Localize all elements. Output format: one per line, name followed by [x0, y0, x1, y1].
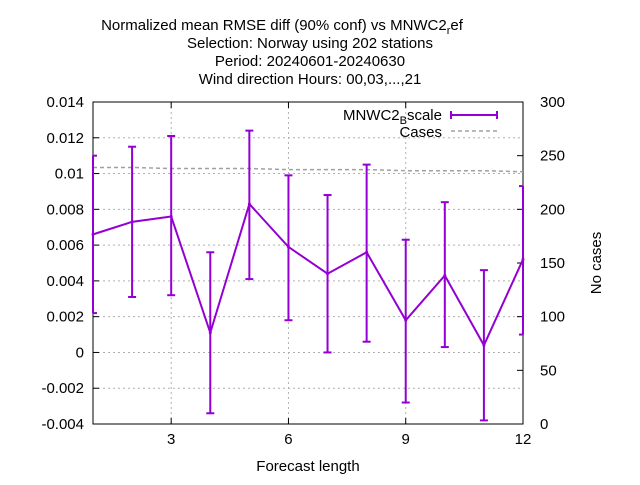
y-tick-label: 0.004: [46, 273, 84, 290]
axis-ticks: 3 6 9 12 0.014 0.012 0.01 0.008 0.006 0.004 0.002 0…: [41, 94, 565, 448]
legend-label-mnwc2: MNWC2Bscale: [343, 107, 442, 127]
y-tick-label: 0.002: [46, 309, 84, 326]
data-point: [91, 232, 95, 236]
data-point: [247, 202, 251, 206]
data-point: [521, 257, 525, 261]
data-point: [482, 343, 486, 347]
plot-frame: [92, 101, 524, 425]
y-tick-label: 0.014: [46, 94, 84, 111]
y-tick-label: -0.002: [41, 380, 84, 397]
data-point: [286, 245, 290, 249]
data-point: [169, 214, 173, 218]
y2-tick-label: 150: [540, 255, 565, 272]
x-tick-label: 6: [284, 431, 292, 448]
y2-tick-label: 300: [540, 94, 565, 111]
y2-tick-label: 0: [540, 416, 548, 433]
data-point: [404, 318, 408, 322]
title-line-1: Normalized mean RMSE diff (90% conf) vs …: [101, 17, 464, 37]
y-tick-label: 0.008: [46, 201, 84, 218]
mnwc2-line: [92, 201, 524, 348]
y-tick-label: -0.004: [41, 416, 84, 433]
y2-tick-label: 100: [540, 309, 565, 326]
mnwc2-series: [91, 201, 525, 348]
legend-label-cases: Cases: [399, 124, 442, 141]
cases-line: [93, 166, 524, 173]
data-point: [326, 272, 330, 276]
data-point: [208, 331, 212, 335]
title-line-4: Wind direction Hours: 00,03,...,21: [199, 71, 422, 88]
y2-tick-label: 200: [540, 201, 565, 218]
chart-title: Normalized mean RMSE diff (90% conf) vs …: [101, 17, 464, 88]
title-line-2: Selection: Norway using 202 stations: [187, 35, 433, 52]
data-point: [130, 220, 134, 224]
x-tick-label: 9: [402, 431, 410, 448]
y2-tick-label: 250: [540, 148, 565, 165]
y-tick-label: 0.01: [55, 166, 84, 183]
y-tick-label: 0.012: [46, 130, 84, 147]
y2-axis-label: No cases: [588, 232, 605, 295]
data-point: [443, 274, 447, 278]
grid-lines: [93, 102, 523, 424]
legend: MNWC2Bscale Cases: [343, 107, 498, 141]
y-tick-label: 0: [76, 344, 84, 361]
title-line-3: Period: 20240601-20240630: [215, 53, 405, 70]
error-bars: [92, 129, 524, 422]
cases-series: [93, 166, 524, 173]
x-axis-label: Forecast length: [256, 458, 359, 475]
data-point: [365, 250, 369, 254]
x-tick-label: 12: [515, 431, 532, 448]
legend-swatch-mnwc2: [450, 111, 498, 119]
y-tick-label: 0.006: [46, 237, 84, 254]
x-tick-label: 3: [167, 431, 175, 448]
y2-tick-label: 50: [540, 362, 557, 379]
